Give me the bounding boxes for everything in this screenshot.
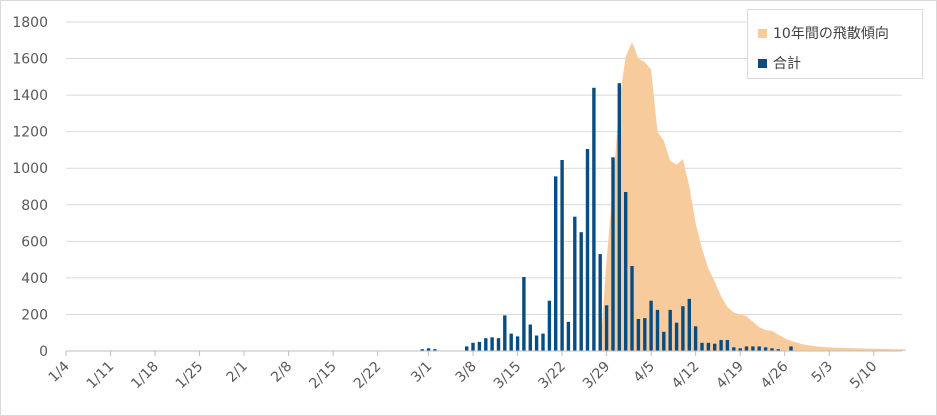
bar — [706, 342, 711, 351]
x-tick-label: 4/26 — [758, 358, 792, 392]
x-tick-label: 5/10 — [847, 359, 881, 393]
chart-legend: 10年間の飛散傾向 合計 — [747, 9, 923, 79]
bar — [732, 347, 736, 351]
y-tick-label: 1000 — [12, 161, 48, 177]
bar — [503, 315, 507, 351]
bar — [617, 83, 621, 351]
x-tick-label: 3/22 — [535, 359, 569, 393]
bar — [420, 349, 424, 351]
legend-entry-bar: 合計 — [758, 53, 801, 73]
x-tick-label: 5/3 — [809, 359, 836, 386]
legend-swatch-bar — [758, 58, 767, 68]
x-tick-label: 3/29 — [580, 359, 614, 393]
bar — [649, 300, 653, 351]
bar — [630, 266, 634, 351]
bar — [592, 87, 596, 352]
bar — [471, 342, 475, 351]
x-tick-label: 2/15 — [306, 359, 340, 393]
x-tick-label: 2/1 — [224, 359, 251, 386]
bar — [693, 326, 698, 351]
y-tick-label: 1200 — [12, 125, 48, 141]
bar — [560, 160, 564, 351]
bar — [566, 321, 571, 351]
bar — [738, 348, 742, 351]
x-tick-label: 1/18 — [128, 359, 162, 393]
bar — [515, 336, 520, 351]
bar — [719, 340, 723, 351]
y-tick-label: 1400 — [12, 88, 48, 104]
bar — [662, 331, 666, 351]
bar — [541, 333, 545, 351]
x-tick-label: 4/19 — [713, 359, 747, 393]
bar — [681, 306, 685, 351]
x-tick-label: 2/22 — [351, 359, 385, 393]
bar — [484, 338, 488, 351]
bar — [776, 349, 780, 351]
y-tick-label: 200 — [21, 307, 48, 323]
bar — [770, 348, 774, 351]
bar — [674, 322, 679, 351]
bar — [579, 232, 583, 351]
bar — [744, 346, 749, 351]
bar — [547, 300, 552, 351]
x-tick-label: 3/15 — [491, 359, 525, 393]
x-tick-label: 1/11 — [84, 359, 118, 393]
bar — [655, 309, 660, 351]
bar — [636, 319, 641, 351]
bar — [477, 341, 482, 351]
x-tick-label: 4/12 — [669, 359, 703, 393]
bar — [426, 348, 431, 351]
bar — [496, 338, 501, 351]
x-tick-label: 3/8 — [453, 359, 480, 386]
area-series — [600, 42, 906, 351]
bar — [643, 318, 647, 351]
bar — [433, 349, 437, 351]
bar — [611, 157, 615, 351]
y-tick-label: 800 — [21, 198, 48, 214]
bar — [700, 342, 704, 351]
y-tick-label: 1800 — [12, 15, 48, 31]
bar — [763, 347, 768, 351]
y-tick-label: 600 — [21, 234, 48, 250]
legend-swatch-area — [758, 28, 767, 38]
bar — [585, 149, 590, 351]
bar — [465, 346, 469, 351]
bar — [757, 346, 761, 351]
legend-entry-area: 10年間の飛散傾向 — [758, 23, 889, 43]
bar — [713, 343, 717, 351]
bar — [528, 324, 532, 351]
legend-label-bar: 合計 — [773, 56, 801, 72]
bar — [604, 305, 609, 351]
x-tick-label: 4/5 — [631, 359, 658, 386]
y-tick-label: 400 — [21, 271, 48, 287]
bar — [598, 254, 602, 351]
y-tick-label: 1600 — [12, 52, 48, 68]
bar — [573, 216, 577, 351]
bar — [554, 176, 558, 351]
bar — [522, 277, 526, 351]
bar — [490, 337, 494, 351]
x-tick-label: 2/8 — [268, 359, 295, 386]
x-tick-label: 1/25 — [173, 359, 207, 393]
bar — [725, 340, 730, 351]
x-tick-label: 3/1 — [408, 359, 435, 386]
bar — [687, 298, 691, 351]
bar — [624, 192, 628, 351]
legend-label-area: 10年間の飛散傾向 — [773, 26, 889, 42]
bar — [534, 335, 539, 351]
bar — [751, 346, 755, 351]
x-tick-label: 1/4 — [46, 358, 73, 385]
bar — [789, 346, 793, 351]
bar — [509, 333, 513, 351]
bar — [668, 309, 672, 351]
y-tick-label: 0 — [39, 344, 48, 360]
